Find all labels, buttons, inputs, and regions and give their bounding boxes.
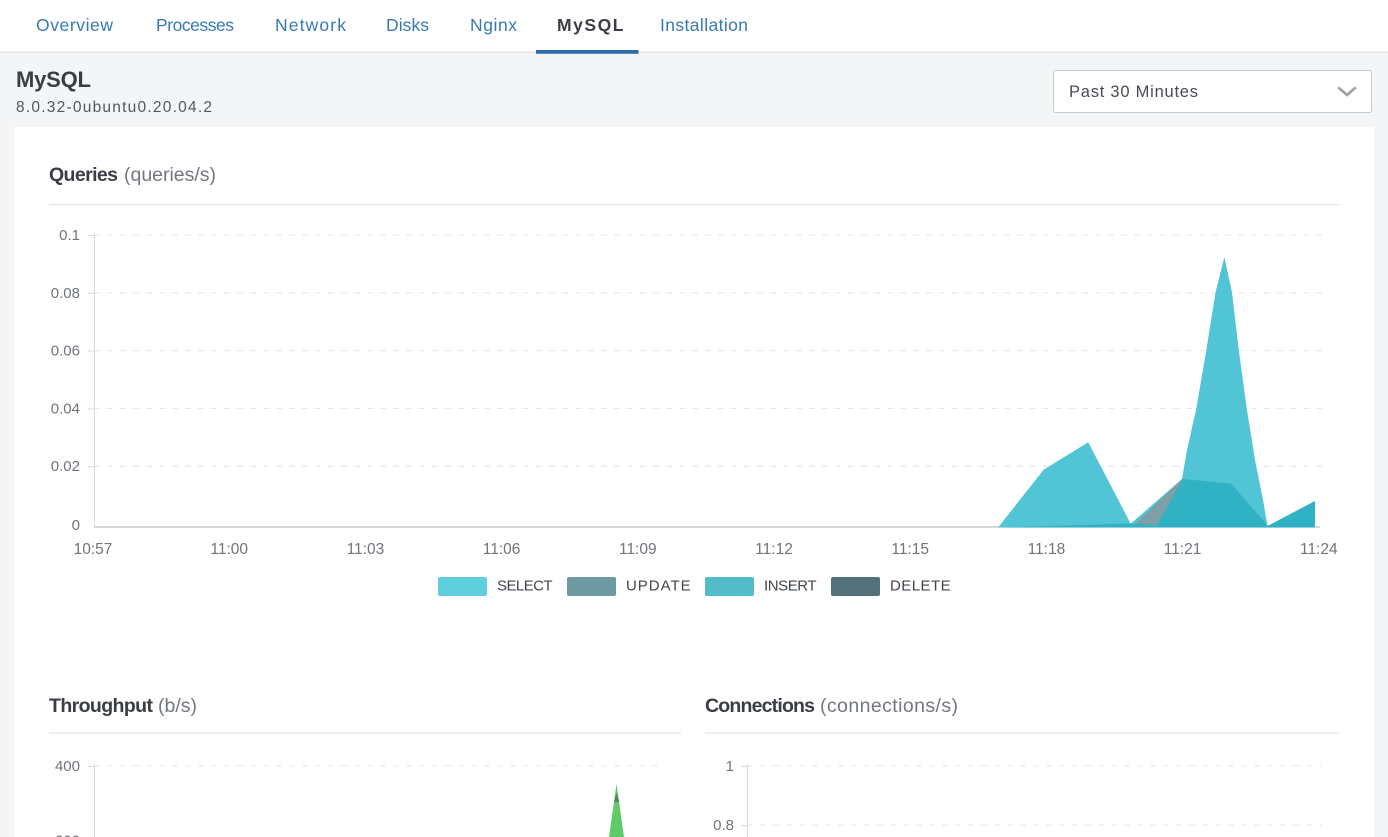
svg-text:(connections/s): (connections/s) [820,695,958,717]
svg-text:0: 0 [72,517,80,534]
svg-text:Past 30 Minutes: Past 30 Minutes [1069,83,1198,101]
svg-text:DELETE: DELETE [890,578,951,595]
svg-text:Installation: Installation [660,15,748,35]
svg-text:MySQL: MySQL [16,67,91,92]
svg-text:0.06: 0.06 [51,343,80,360]
svg-text:0.08: 0.08 [51,285,80,302]
svg-text:(b/s): (b/s) [158,695,197,717]
svg-text:11:15: 11:15 [891,541,929,558]
svg-text:INSERT: INSERT [764,578,817,595]
svg-text:(queries/s): (queries/s) [124,164,216,186]
svg-text:Overview: Overview [36,15,113,35]
svg-text:0.04: 0.04 [51,400,80,417]
svg-text:Throughput: Throughput [49,695,154,717]
svg-text:Nginx: Nginx [470,15,517,35]
svg-text:8.0.32-0ubuntu0.20.04.2: 8.0.32-0ubuntu0.20.04.2 [16,99,212,116]
svg-text:400: 400 [55,758,80,775]
svg-text:MySQL: MySQL [557,15,624,35]
svg-text:SELECT: SELECT [497,578,553,595]
svg-text:11:21: 11:21 [1164,541,1202,558]
svg-text:200: 200 [55,833,80,837]
svg-text:UPDATE: UPDATE [626,578,691,595]
svg-text:Disks: Disks [386,15,429,35]
svg-text:11:03: 11:03 [347,541,385,558]
svg-text:11:06: 11:06 [483,541,521,558]
svg-text:11:00: 11:00 [210,541,248,558]
svg-text:Processes: Processes [156,15,234,35]
svg-text:0.8: 0.8 [713,817,734,834]
svg-text:11:24: 11:24 [1300,541,1338,558]
svg-text:Connections: Connections [705,695,815,717]
svg-text:0.02: 0.02 [51,458,80,475]
svg-text:0.1: 0.1 [59,227,80,244]
svg-text:11:18: 11:18 [1028,541,1066,558]
svg-text:Network: Network [275,15,346,35]
svg-text:11:12: 11:12 [755,541,793,558]
svg-text:11:09: 11:09 [619,541,657,558]
svg-text:Queries: Queries [49,164,118,186]
svg-text:10:57: 10:57 [74,541,113,558]
svg-text:1: 1 [726,758,734,775]
